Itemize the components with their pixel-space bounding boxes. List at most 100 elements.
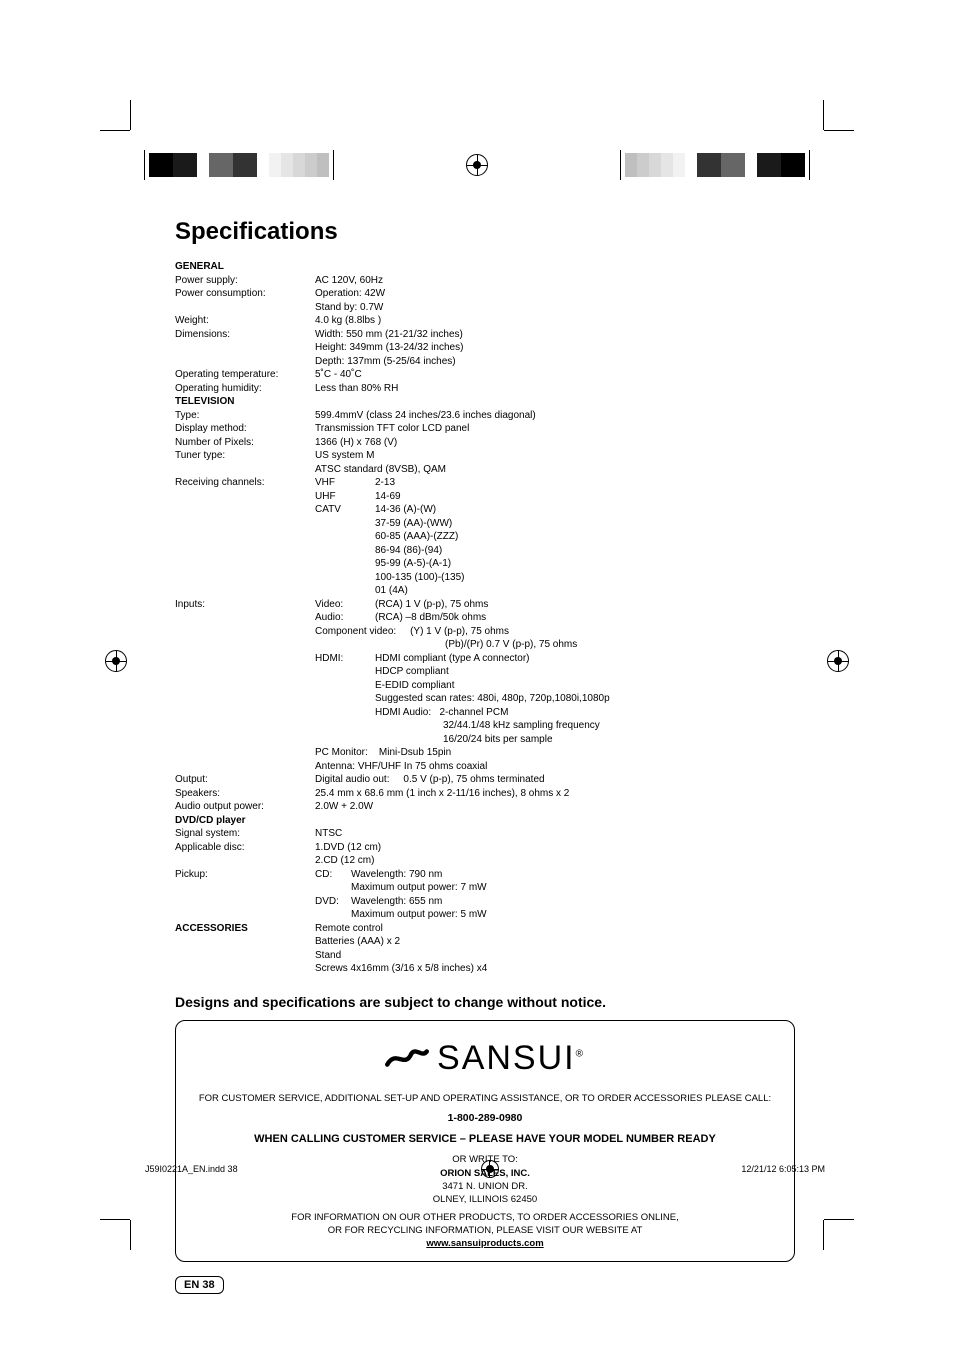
spec-label: Output: <box>175 773 315 787</box>
spec-value: Operation: 42W <box>315 287 795 301</box>
spec-value: Less than 80% RH <box>315 382 795 396</box>
spec-value: Mini-Dsub 15pin <box>379 747 451 758</box>
spec-value: Maximum output power: 7 mW <box>351 881 795 895</box>
spec-value: 86-94 (86)-(94) <box>375 544 795 558</box>
spec-table: GENERAL Power supply: AC 120V, 60Hz Powe… <box>175 260 795 976</box>
spec-label: Inputs: <box>175 598 315 774</box>
spec-value: NTSC <box>315 827 795 841</box>
spec-sublabel: CATV <box>315 503 375 517</box>
footer-filename: J59I0221A_EN.indd 38 <box>145 1164 238 1174</box>
spec-value: Antenna: VHF/UHF In 75 ohms coaxial <box>315 760 795 774</box>
spec-sublabel: Component video: <box>315 626 396 637</box>
cs-url: www.sansuiproducts.com <box>186 1237 784 1250</box>
spec-label: Type: <box>175 409 315 423</box>
registration-icon <box>481 1160 499 1178</box>
spec-value: 25.4 mm x 68.6 mm (1 inch x 2-11/16 inch… <box>315 787 795 801</box>
customer-service-box: SANSUI® FOR CUSTOMER SERVICE, ADDITIONAL… <box>175 1020 795 1262</box>
spec-sublabel: HDMI Audio: <box>375 707 431 718</box>
spec-value: Depth: 137mm (5-25/64 inches) <box>315 355 795 369</box>
spec-value: 2.CD (12 cm) <box>315 854 795 868</box>
spec-value: Remote control <box>315 922 795 936</box>
section-heading: DVD/CD player <box>175 814 795 828</box>
section-heading: ACCESSORIES <box>175 922 315 936</box>
spec-sublabel: VHF <box>315 476 375 490</box>
spec-value: 14-36 (A)-(W) <box>375 503 795 517</box>
page-title: Specifications <box>175 218 795 246</box>
page-number: EN 38 <box>175 1276 224 1294</box>
spec-sublabel: PC Monitor: <box>315 747 368 758</box>
registration-icon <box>105 650 127 672</box>
spec-label: Operating temperature: <box>175 368 315 382</box>
spec-label: Display method: <box>175 422 315 436</box>
spec-value: (Pb)/(Pr) 0.7 V (p-p), 75 ohms <box>315 638 795 652</box>
spec-value: 599.4mmV (class 24 inches/23.6 inches di… <box>315 409 795 423</box>
spec-value: Stand <box>315 949 795 963</box>
spec-value: 14-69 <box>375 490 795 504</box>
spec-label: Number of Pixels: <box>175 436 315 450</box>
spec-value: 01 (4A) <box>375 584 795 598</box>
spec-value: 5˚C - 40˚C <box>315 368 795 382</box>
registration-icon <box>827 650 849 672</box>
spec-value: E-EDID compliant <box>375 679 795 693</box>
spec-value: Screws 4x16mm (3/16 x 5/8 inches) x4 <box>315 962 795 976</box>
spec-label: Audio output power: <box>175 800 315 814</box>
cs-text: FOR CUSTOMER SERVICE, ADDITIONAL SET-UP … <box>186 1092 784 1105</box>
spec-value: ATSC standard (8VSB), QAM <box>315 463 795 477</box>
spec-value: 32/44.1/48 kHz sampling frequency <box>375 719 795 733</box>
cs-heading: WHEN CALLING CUSTOMER SERVICE – PLEASE H… <box>186 1132 784 1147</box>
spec-value: 2.0W + 2.0W <box>315 800 795 814</box>
cs-phone: 1-800-289-0980 <box>186 1111 784 1126</box>
spec-value: 100-135 (100)-(135) <box>375 571 795 585</box>
spec-value: Suggested scan rates: 480i, 480p, 720p,1… <box>375 692 795 706</box>
spec-sublabel: CD: <box>315 868 351 882</box>
spec-label: Dimensions: <box>175 328 315 342</box>
spec-value: Batteries (AAA) x 2 <box>315 935 795 949</box>
spec-value: 2-13 <box>375 476 795 490</box>
spec-value: 4.0 kg (8.8lbs ) <box>315 314 795 328</box>
registration-icon <box>466 154 488 176</box>
brand-name: SANSUI® <box>437 1035 585 1083</box>
spec-value: HDCP compliant <box>375 665 795 679</box>
spec-value: 2-channel PCM <box>439 707 508 718</box>
spec-value: US system M <box>315 449 795 463</box>
spec-value: Maximum output power: 5 mW <box>351 908 795 922</box>
spec-value: Wavelength: 790 nm <box>351 868 795 882</box>
spec-value: (RCA) 1 V (p-p), 75 ohms <box>375 598 795 612</box>
spec-value: Height: 349mm (13-24/32 inches) <box>315 341 795 355</box>
spec-label: Signal system: <box>175 827 315 841</box>
spec-label: Tuner type: <box>175 449 315 463</box>
spec-sublabel: HDMI: <box>315 652 375 666</box>
spec-value: 37-59 (AA)-(WW) <box>375 517 795 531</box>
spec-value: (Y) 1 V (p-p), 75 ohms <box>410 626 509 637</box>
cs-text: OR FOR RECYCLING INFORMATION, PLEASE VIS… <box>186 1224 784 1237</box>
spec-value: AC 120V, 60Hz <box>315 274 795 288</box>
spec-label: Power consumption: <box>175 287 315 301</box>
footer-timestamp: 12/21/12 6:05:13 PM <box>741 1164 825 1174</box>
brand-logo: SANSUI® <box>186 1035 784 1083</box>
spec-label: Applicable disc: <box>175 841 315 855</box>
spec-sublabel: Digital audio out: <box>315 774 390 785</box>
cs-address: 3471 N. UNION DR. <box>186 1180 784 1193</box>
spec-label: Weight: <box>175 314 315 328</box>
spec-value: 1.DVD (12 cm) <box>315 841 795 855</box>
sansui-logo-icon <box>385 1041 429 1075</box>
spec-sublabel: DVD: <box>315 895 351 909</box>
spec-label: Receiving channels: <box>175 476 315 598</box>
spec-sublabel: Audio: <box>315 611 375 625</box>
spec-value: 95-99 (A-5)-(A-1) <box>375 557 795 571</box>
spec-value: 60-85 (AAA)-(ZZZ) <box>375 530 795 544</box>
spec-value: Stand by: 0.7W <box>315 301 795 315</box>
spec-label: Operating humidity: <box>175 382 315 396</box>
spec-value: Transmission TFT color LCD panel <box>315 422 795 436</box>
spec-value: 16/20/24 bits per sample <box>375 733 795 747</box>
spec-label: Power supply: <box>175 274 315 288</box>
spec-value: Width: 550 mm (21-21/32 inches) <box>315 328 795 342</box>
registration-row <box>0 150 954 180</box>
spec-value: 0.5 V (p-p), 75 ohms terminated <box>403 774 544 785</box>
spec-value: 1366 (H) x 768 (V) <box>315 436 795 450</box>
spec-value: (RCA) –8 dBm/50k ohms <box>375 611 795 625</box>
spec-sublabel: Video: <box>315 598 375 612</box>
cs-address: OLNEY, ILLINOIS 62450 <box>186 1193 784 1206</box>
section-heading: TELEVISION <box>175 395 795 409</box>
spec-sublabel: UHF <box>315 490 375 504</box>
